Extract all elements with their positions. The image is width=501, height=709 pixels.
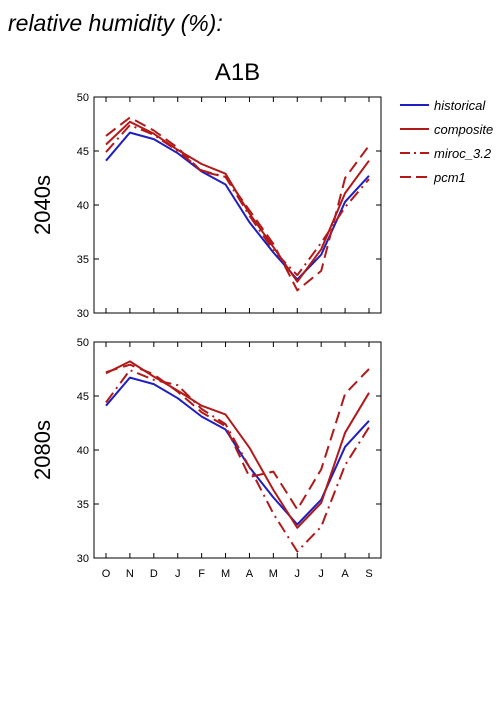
series-line-historical — [105, 131, 370, 281]
x-tick-label: S — [365, 568, 372, 580]
panel-2080s: 30 35 40 45 50 O N D J F M A M J J A S 2080s — [30, 337, 382, 580]
figure-heading: relative humidity (%): — [8, 10, 223, 36]
x-tick-label: F — [198, 568, 205, 580]
y-tick-label: 45 — [77, 146, 89, 158]
x-tick-label: M — [221, 568, 230, 580]
y-tick-label: 30 — [77, 553, 89, 565]
series-line-miroc-3-2 — [105, 369, 370, 553]
y-tick-label: 50 — [77, 92, 89, 104]
x-tick-label: J — [318, 568, 324, 580]
legend: historical composite miroc_3.2 pcm1 — [400, 98, 493, 185]
y-tick-label: 35 — [77, 499, 89, 511]
y-tick-label: 40 — [77, 200, 89, 212]
x-tick-label: J — [175, 568, 181, 580]
x-tick-label: A — [246, 568, 254, 580]
x-tick-label: N — [126, 568, 134, 580]
panel-2040s: 30 35 40 45 50 2040s — [30, 92, 382, 320]
series-line-pcm1 — [105, 363, 370, 511]
x-tick-label: O — [102, 568, 111, 580]
row-label: 2040s — [30, 175, 55, 235]
y-tick-label: 35 — [77, 254, 89, 266]
x-tick-label: J — [295, 568, 301, 580]
legend-label: historical — [434, 98, 486, 113]
legend-label: composite — [434, 122, 493, 137]
x-tick-label: D — [150, 568, 158, 580]
y-tick-label: 30 — [77, 308, 89, 320]
x-tick-label: A — [341, 568, 349, 580]
legend-label: pcm1 — [433, 170, 466, 185]
series-line-pcm1 — [105, 116, 370, 292]
series-line-composite — [105, 360, 370, 529]
x-tick-label: M — [269, 568, 278, 580]
legend-label: miroc_3.2 — [434, 146, 492, 161]
y-tick-label: 50 — [77, 337, 89, 349]
y-tick-label: 40 — [77, 445, 89, 457]
series-line-miroc-3-2 — [105, 124, 370, 277]
chart-title: A1B — [215, 59, 260, 86]
y-tick-label: 45 — [77, 391, 89, 403]
row-label: 2080s — [30, 420, 55, 480]
